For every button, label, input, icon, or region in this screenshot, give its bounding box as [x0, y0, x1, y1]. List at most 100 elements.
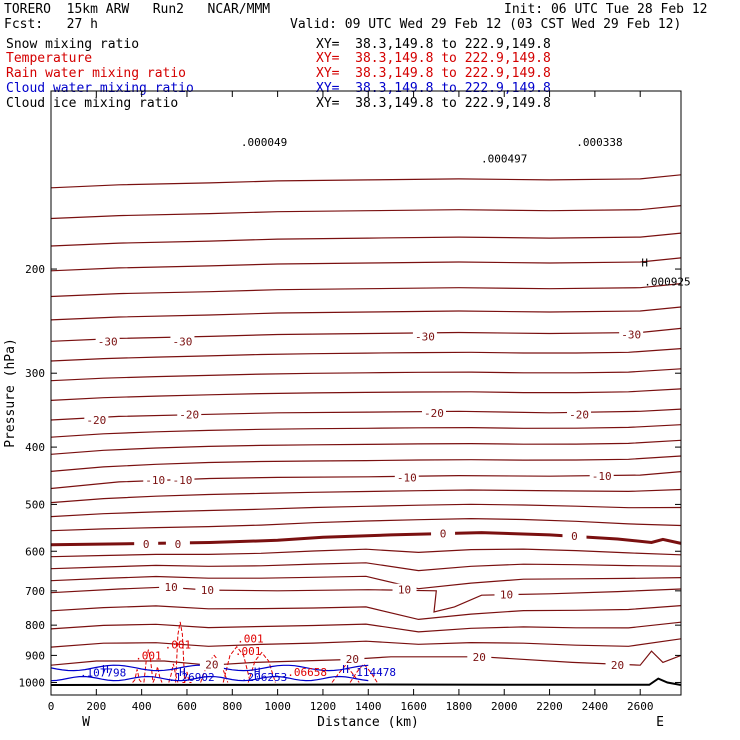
rain-contour: [132, 669, 142, 683]
isotherm-label-bg: [143, 474, 168, 487]
isotherm-label-bg: [467, 650, 492, 663]
isotherm-label: -10: [397, 471, 417, 484]
x-tick-label: 400: [132, 700, 152, 713]
cloud-water-label: .114478: [350, 666, 396, 679]
rain-contour: [247, 651, 276, 683]
x-tick-label: 1400: [355, 700, 382, 713]
rain-contour: [222, 645, 251, 683]
x-axis-label: Distance (km): [317, 715, 419, 730]
isotherm-label: 10: [164, 581, 177, 594]
isotherm-label: 0: [440, 528, 447, 541]
isotherm-label-bg: [170, 474, 195, 487]
isotherm-label-bg: [340, 652, 365, 665]
init-time: Init: 06 UTC Tue 28 Feb 12: [504, 2, 708, 17]
x-tick-label: 0: [48, 700, 55, 713]
x-tick-label: 2000: [491, 700, 518, 713]
isotherm-label-bg: [170, 335, 195, 348]
isotherm-label-bg: [177, 408, 202, 421]
isotherm-minor: [50, 257, 682, 272]
isotherm-minor: [50, 605, 682, 621]
isobar-gridlines: [50, 174, 682, 648]
plot-frame: [50, 90, 682, 696]
isotherm-minor: [50, 388, 682, 401]
rain-label: .001: [237, 632, 264, 645]
isotherm-label: -10: [592, 470, 612, 483]
isotherm-minor: [50, 283, 682, 298]
isotherm-label-bg: [619, 328, 644, 341]
x-axis-east-label: E: [656, 715, 664, 730]
snow-label: .000497: [481, 152, 527, 165]
isotherm-minor: [50, 306, 682, 321]
rain-contour: [349, 663, 378, 683]
cloud-water-contour: [50, 675, 369, 682]
cloud-water-label: .126902: [168, 671, 214, 684]
rain-label: .001: [135, 649, 162, 662]
isotherm-label: 10: [500, 588, 513, 601]
isotherm-label-bg: [165, 537, 190, 550]
isotherm-label: -20: [86, 414, 106, 427]
isotherm-label: 10: [201, 584, 214, 597]
x-tick-label: 2200: [536, 700, 563, 713]
isotherm-minor: [50, 517, 682, 532]
y-tick-label: 800: [25, 619, 45, 632]
forecast-hour: Fcst: 27 h: [4, 17, 98, 32]
isotherm-minor: [50, 439, 682, 455]
y-tick-label: 300: [25, 367, 45, 380]
snow-label: .000338: [576, 136, 622, 149]
contour-label-layer: -30 -30 -30 -30 -20 -20 -20 -20 -10 -10 -10 -10 0 0 0 0…: [80, 136, 691, 684]
isotherm-label: 0: [571, 530, 578, 543]
field-xy-temperature: XY= 38.3,149.8 to 222.9,149.8: [316, 51, 551, 66]
field-name-rain: Rain water mixing ratio: [6, 66, 187, 81]
isotherm-label: 20: [611, 659, 624, 672]
isotherm-minor: [50, 232, 682, 247]
isotherm-label-bg: [494, 588, 519, 601]
isotherm-label-bg: [431, 527, 456, 540]
isotherm-label-bg: [95, 335, 120, 348]
isotherm-label-bg: [134, 537, 159, 550]
y-axis-label: Pressure (hPa): [3, 338, 18, 448]
isotherm-minor: [50, 548, 682, 558]
x-tick-label: 1600: [400, 700, 427, 713]
y-tick-label: 500: [25, 498, 45, 511]
y-tick-label: 400: [25, 441, 45, 454]
isotherm-label-bg: [84, 414, 109, 427]
extremum-label: H: [179, 666, 186, 679]
valid-time: Valid: 09 UTC Wed 29 Feb 12 (03 CST Wed …: [290, 17, 682, 32]
isotherm-minor: [50, 424, 682, 438]
y-tick-label: 900: [25, 649, 45, 662]
isotherm-label: -30: [621, 328, 641, 341]
extremum-label: H: [641, 257, 648, 270]
isotherm-label-bg: [412, 330, 437, 343]
x-axis-west-label: W: [82, 715, 90, 730]
rain-contour: [143, 649, 154, 683]
x-tick-label: 1000: [264, 700, 291, 713]
field-xy-cloud-water: XY= 38.3,149.8 to 222.9,149.8: [316, 81, 551, 96]
isotherm-label-bg: [394, 471, 419, 484]
isotherm-label: -30: [98, 335, 118, 348]
isotherm-label-bg: [562, 529, 587, 542]
isotherm-label: 10: [398, 584, 411, 597]
isotherm-minor: [50, 455, 682, 472]
isotherm-label: -10: [145, 474, 165, 487]
field-name-cloud-ice: Cloud ice mixing ratio: [6, 96, 179, 111]
field-name-cloud-water: Cloud water mixing ratio: [6, 81, 194, 96]
isotherm-label: -30: [173, 335, 193, 348]
isotherm-label-bg: [195, 584, 220, 597]
rain-label: .001: [165, 638, 192, 651]
isotherm-label-bg: [567, 408, 592, 421]
isotherm-label: -30: [415, 330, 435, 343]
isotherm-minor: [50, 205, 682, 220]
y-tick-label: 200: [25, 263, 45, 276]
terrain-line: [50, 677, 682, 686]
y-tick-label: 1000: [19, 676, 46, 689]
field-xy-cloud-ice: XY= 38.3,149.8 to 222.9,149.8: [316, 96, 551, 111]
extremum-label: H: [342, 663, 349, 676]
isotherm-minor: [50, 575, 682, 590]
isotherm-label: 20: [205, 658, 218, 671]
isotherm-minor: [50, 368, 682, 382]
x-tick-label: 1200: [310, 700, 337, 713]
field-xy-snow: XY= 38.3,149.8 to 222.9,149.8: [316, 37, 551, 52]
y-tick-label: 600: [25, 545, 45, 558]
isotherm-label: -20: [179, 408, 199, 421]
